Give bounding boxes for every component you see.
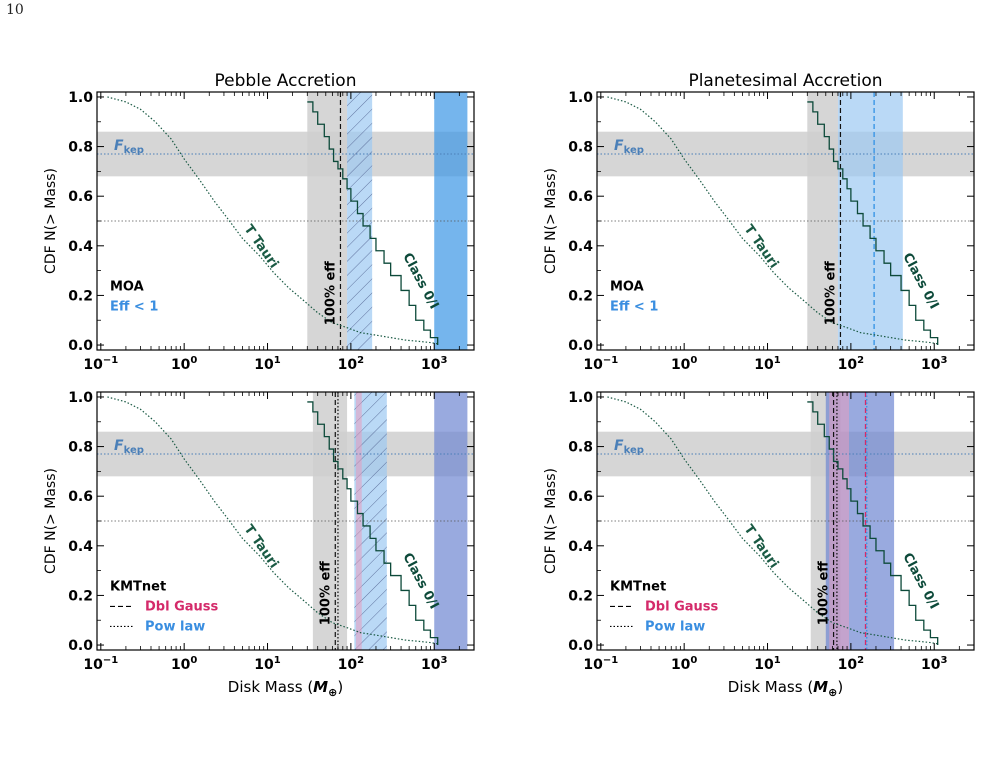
label-t-tauri: T Tauri [741, 222, 782, 271]
x-tick-label: 102 [838, 355, 864, 373]
x-tick-label: 100 [171, 355, 197, 373]
y-tick-label: 0.0 [568, 338, 593, 354]
plot-area [597, 392, 974, 650]
x-tick-label: 103 [921, 355, 947, 373]
x-tick-label: 101 [254, 355, 280, 373]
y-tick-label: 0.4 [68, 239, 93, 255]
y-tick-label: 0.8 [68, 440, 93, 456]
series-class [307, 401, 439, 646]
series-t-tauri [107, 96, 438, 345]
legend-entry-1: Eff < 1 [110, 299, 158, 314]
x-tick-label: 103 [921, 655, 947, 673]
y-tick-label: 0.6 [68, 489, 93, 505]
x-tick-label: 102 [838, 655, 864, 673]
y-tick-label: 0.6 [568, 489, 593, 505]
series-t-tauri [607, 96, 938, 345]
legend-entry-0: MOA [110, 279, 144, 294]
y-tick-label: 0.8 [568, 140, 593, 156]
x-tick-label: 102 [338, 655, 364, 673]
x-tick-label: 10−1 [83, 655, 118, 673]
legend-entry-0: MOA [610, 279, 644, 294]
series-class [807, 401, 939, 646]
y-tick-label: 0.2 [68, 588, 93, 604]
legend-entry-0: KMTnet [610, 579, 666, 594]
panel-1: 0.0 0.2 0.4 0.6 0.8 1.0 10−1 100 101 102 103 Planet… [543, 71, 975, 373]
y-tick-label: 1.0 [68, 90, 93, 106]
plot-area [597, 92, 974, 350]
y-tick-label: 0.6 [568, 189, 593, 205]
mass-band-1 [355, 392, 362, 650]
label-eff: 100% eff [318, 561, 333, 626]
series-t-tauri [107, 396, 438, 645]
x-tick-label: 103 [421, 355, 447, 373]
plot-area [97, 92, 474, 350]
panel-3: 0.0 0.2 0.4 0.6 0.8 1.0 10−1 100 101 102 103 CDF N(… [543, 390, 975, 699]
y-tick-label: 0.4 [68, 539, 93, 555]
fkep-band [597, 431, 974, 477]
legend-entry-2: Pow law [645, 619, 705, 634]
fkep-band [597, 131, 974, 177]
legend-entry-1: Eff < 1 [610, 299, 658, 314]
y-tick-label: 0.2 [568, 588, 593, 604]
label-class: Class 0/I [899, 551, 941, 612]
y-tick-label: 1.0 [68, 390, 93, 406]
legend-entry-1: Dbl Gauss [145, 599, 219, 614]
y-axis-label: CDF N(> Mass) [543, 168, 559, 274]
y-axis-label: CDF N(> Mass) [543, 468, 559, 574]
y-tick-label: 0.8 [68, 140, 93, 156]
x-tick-label: 10−1 [83, 355, 118, 373]
y-tick-label: 0.2 [68, 288, 93, 304]
fkep-band [97, 431, 474, 477]
x-tick-label: 100 [671, 655, 697, 673]
label-eff: 100% eff [817, 561, 832, 626]
series-class [807, 101, 939, 346]
x-tick-label: 103 [421, 655, 447, 673]
y-tick-label: 0.0 [68, 338, 93, 354]
x-tick-label: 10−1 [583, 655, 618, 673]
y-tick-label: 0.8 [568, 440, 593, 456]
x-tick-label: 100 [671, 355, 697, 373]
x-tick-label: 102 [338, 355, 364, 373]
x-tick-label: 10−1 [583, 355, 618, 373]
legend-entry-1: Dbl Gauss [645, 599, 719, 614]
x-tick-label: 101 [254, 655, 280, 673]
label-t-tauri: T Tauri [241, 222, 282, 271]
x-axis-label: Disk Mass (M⊕) [228, 678, 343, 699]
label-t-tauri: T Tauri [741, 522, 782, 571]
page-number: 10 [6, 2, 24, 18]
panel-title: Planetesimal Accretion [688, 71, 882, 91]
y-tick-label: 0.4 [568, 239, 593, 255]
label-eff: 100% eff [823, 261, 838, 326]
series-t-tauri [607, 396, 938, 645]
x-axis-label: Disk Mass (M⊕) [728, 678, 843, 699]
y-tick-label: 0.0 [68, 638, 93, 654]
x-tick-label: 101 [754, 355, 780, 373]
fkep-band [97, 131, 474, 177]
y-tick-label: 1.0 [568, 90, 593, 106]
label-class: Class 0/I [899, 251, 941, 312]
x-tick-label: 101 [754, 655, 780, 673]
y-tick-label: 0.2 [568, 288, 593, 304]
y-tick-label: 1.0 [568, 390, 593, 406]
panel-0: 0.0 0.2 0.4 0.6 0.8 1.0 10−1 100 101 102 103 Pebble… [43, 71, 475, 373]
y-axis-label: CDF N(> Mass) [43, 468, 59, 574]
y-tick-label: 0.0 [568, 638, 593, 654]
legend-entry-0: KMTnet [110, 579, 166, 594]
y-tick-label: 0.4 [568, 539, 593, 555]
x-tick-label: 100 [171, 655, 197, 673]
label-t-tauri: T Tauri [241, 522, 282, 571]
label-eff: 100% eff [323, 261, 338, 326]
legend-entry-2: Pow law [145, 619, 205, 634]
series-class [307, 101, 439, 346]
panel-title: Pebble Accretion [215, 71, 357, 91]
plot-area [97, 392, 474, 650]
y-tick-label: 0.6 [68, 189, 93, 205]
panel-2: 0.0 0.2 0.4 0.6 0.8 1.0 10−1 100 101 102 103 CDF N(… [43, 390, 475, 699]
y-axis-label: CDF N(> Mass) [43, 168, 59, 274]
